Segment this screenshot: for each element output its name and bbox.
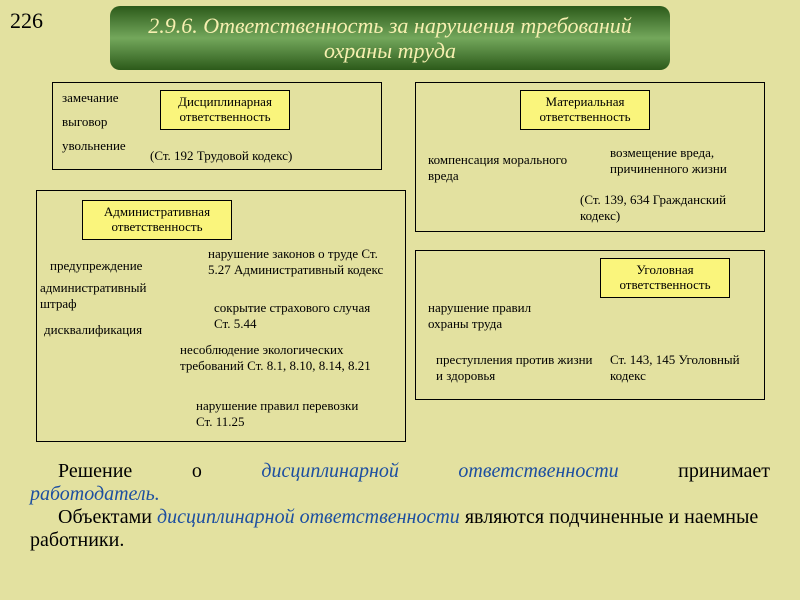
bt-3b: дисциплинарной ответственности xyxy=(157,506,460,528)
admin-left-0: предупреждение xyxy=(50,258,142,274)
chip-disciplinary: Дисциплинарная ответственность xyxy=(160,90,290,130)
title-text: 2.9.6. Ответственность за нарушения треб… xyxy=(122,13,658,64)
bt-3a: Объектами xyxy=(58,506,157,528)
chip-admin: Административная ответственность xyxy=(82,200,232,240)
crim-ref: Ст. 143, 145 Уголовный кодекс xyxy=(610,352,760,383)
page-number: 226 xyxy=(10,8,43,34)
crim-item-1: преступления против жизни и здоровья xyxy=(436,352,596,383)
admin-left-1: административный штраф xyxy=(40,280,170,311)
admin-left-2: дисквалификация xyxy=(44,322,142,338)
admin-right-0: нарушение законов о труде Ст. 5.27 Админ… xyxy=(208,246,398,277)
bt-1a: Решение о xyxy=(58,460,261,482)
chip-material: Материальная ответственность xyxy=(520,90,650,130)
disc-item-0: замечание xyxy=(62,90,119,106)
admin-right-3: нарушение правил перевозки Ст. 11.25 xyxy=(196,398,376,429)
mat-item-0: компенсация морального вреда xyxy=(428,152,568,183)
bottom-paragraph: Решение о дисциплинарной ответственности… xyxy=(30,460,770,552)
bt-2a: работодатель. xyxy=(30,483,160,505)
mat-ref: (Ст. 139, 634 Гражданский кодекс) xyxy=(580,192,760,223)
chip-criminal: Уголовная ответственность xyxy=(600,258,730,298)
disc-ref: (Ст. 192 Трудовой кодекс) xyxy=(150,148,292,164)
title-plate: 2.9.6. Ответственность за нарушения треб… xyxy=(110,6,670,70)
mat-item-1: возмещение вреда, причиненного жизни xyxy=(610,145,760,176)
crim-item-0: нарушение правил охраны труда xyxy=(428,300,558,331)
bt-1c: принимает xyxy=(619,460,770,482)
admin-right-1: сокрытие страхового случая Ст. 5.44 xyxy=(214,300,384,331)
bt-1b: дисциплинарной ответственности xyxy=(261,460,618,482)
admin-right-2: несоблюдение экологических требований Ст… xyxy=(180,342,400,373)
disc-item-1: выговор xyxy=(62,114,107,130)
disc-item-2: увольнение xyxy=(62,138,126,154)
